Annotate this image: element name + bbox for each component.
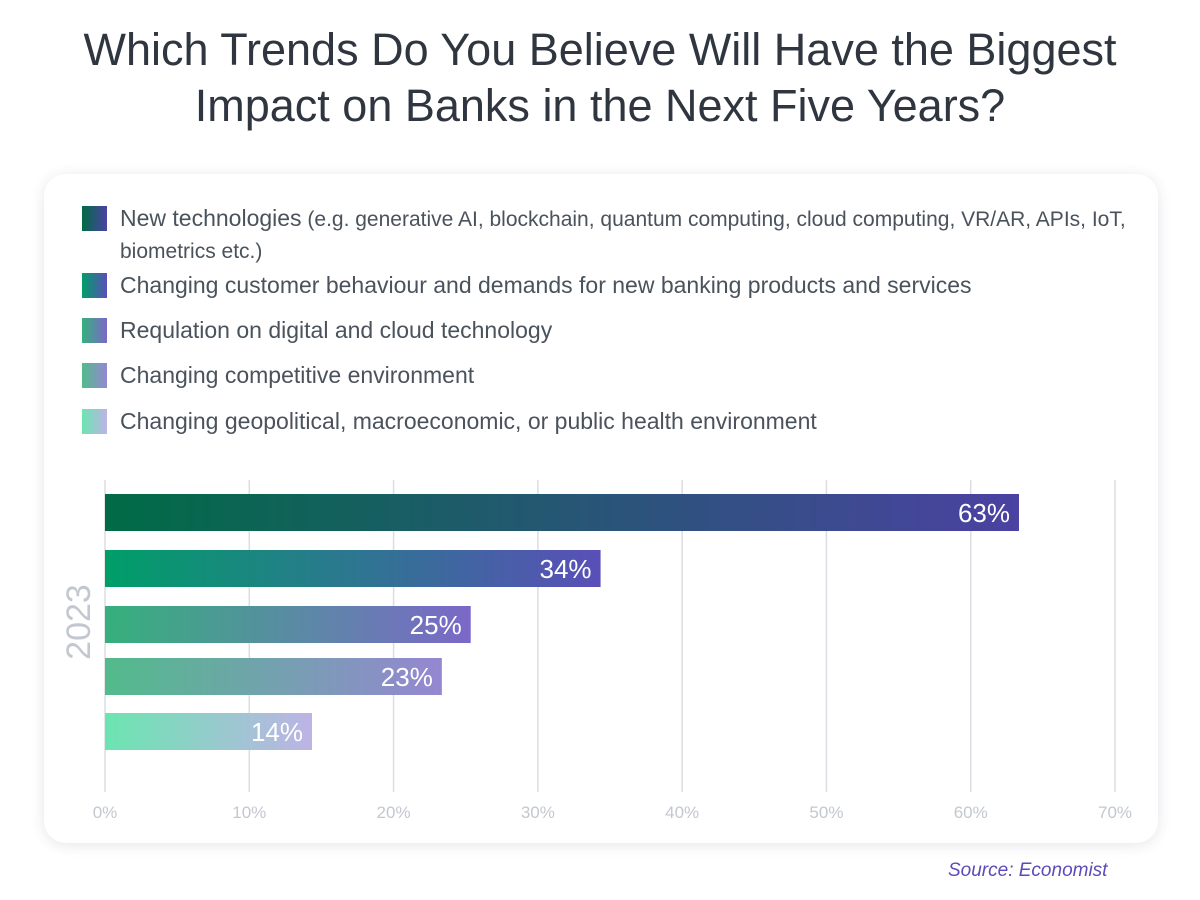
legend-swatch xyxy=(82,206,107,231)
legend-item: Changing customer behaviour and demands … xyxy=(82,270,972,300)
legend-label: New technologies (e.g. generative AI, bl… xyxy=(120,205,1126,263)
x-tick-label: 30% xyxy=(521,803,555,822)
bar xyxy=(105,713,312,750)
legend-item: New technologies (e.g. generative AI, bl… xyxy=(82,203,1142,267)
data-label: 34% xyxy=(540,554,592,584)
x-tick-label: 0% xyxy=(93,803,118,822)
bar xyxy=(105,494,1019,531)
legend-label: Changing competitive environment xyxy=(120,362,475,388)
legend-label: Changing geopolitical, macroeconomic, or… xyxy=(120,408,817,434)
legend-swatch xyxy=(82,363,107,388)
bar xyxy=(105,606,471,643)
legend-note: (e.g. generative AI, blockchain, quantum… xyxy=(120,208,1126,263)
x-tick-label: 70% xyxy=(1098,803,1132,822)
legend-item: Requlation on digital and cloud technolo… xyxy=(82,315,552,345)
x-tick-label: 10% xyxy=(232,803,266,822)
year-label: 2023 xyxy=(60,584,98,660)
x-tick-label: 40% xyxy=(665,803,699,822)
legend-swatch xyxy=(82,273,107,298)
legend-item: Changing competitive environment xyxy=(82,360,474,390)
x-tick-label: 50% xyxy=(809,803,843,822)
legend-swatch xyxy=(82,318,107,343)
bar xyxy=(105,550,601,587)
legend-label: Changing customer behaviour and demands … xyxy=(120,272,972,298)
x-tick-label: 20% xyxy=(377,803,411,822)
data-label: 23% xyxy=(381,662,433,692)
chart-title: Which Trends Do You Believe Will Have th… xyxy=(83,24,1117,131)
legend-swatch xyxy=(82,409,107,434)
source-note: Source: Economist xyxy=(948,860,1108,881)
bar xyxy=(105,658,442,695)
data-label: 63% xyxy=(958,498,1010,528)
legend-label: Requlation on digital and cloud technolo… xyxy=(120,317,553,343)
data-label: 25% xyxy=(410,610,462,640)
x-tick-label: 60% xyxy=(954,803,988,822)
data-label: 14% xyxy=(251,717,303,747)
legend-item: Changing geopolitical, macroeconomic, or… xyxy=(82,406,817,436)
